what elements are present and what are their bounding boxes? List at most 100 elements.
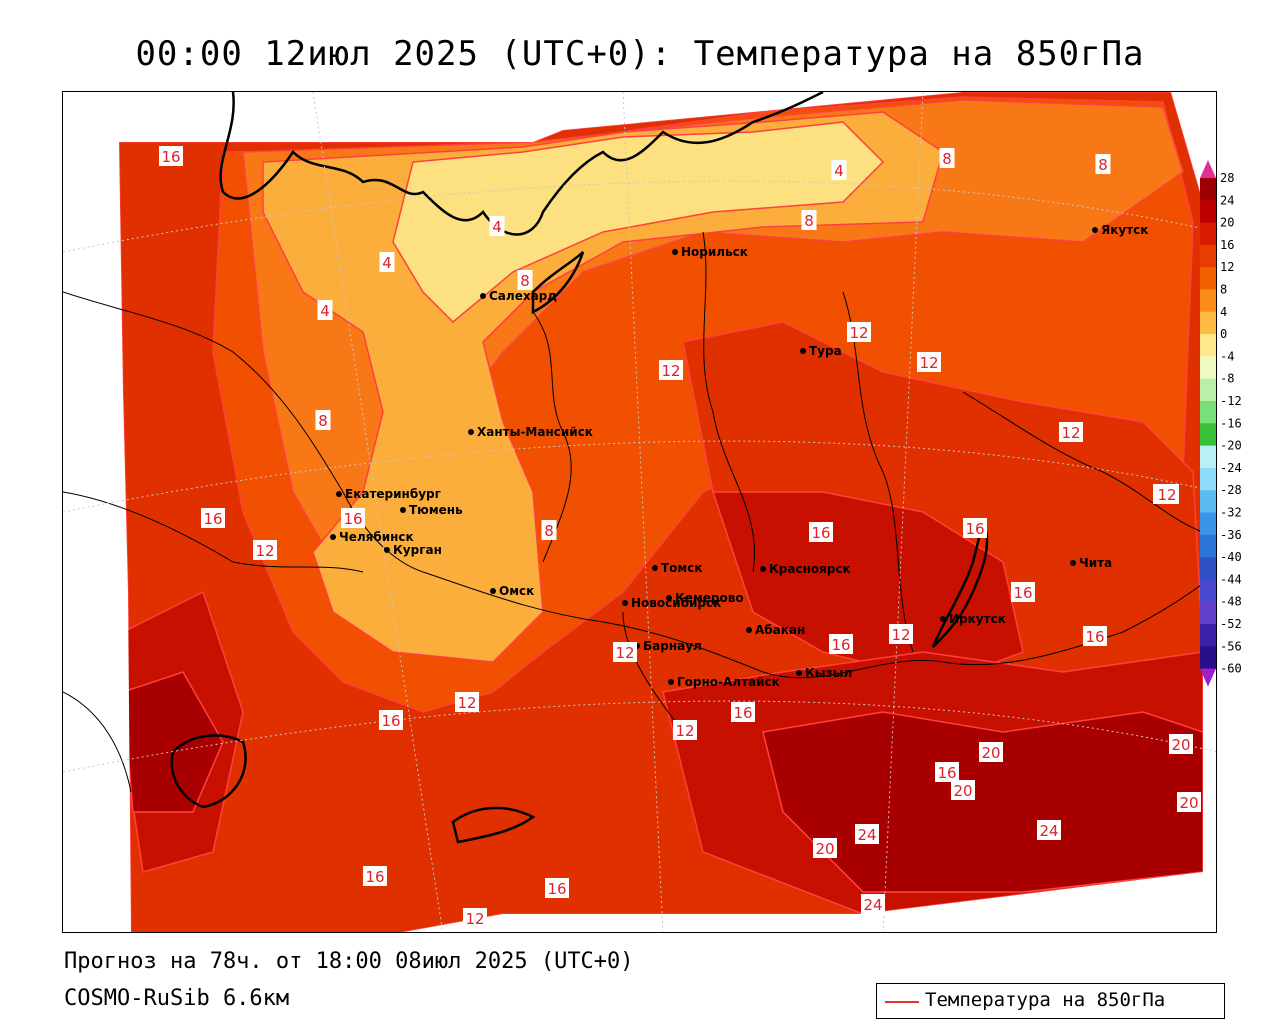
- colorbar-cell: [1200, 334, 1216, 357]
- colorbar-tick-label: -32: [1220, 506, 1242, 520]
- isotherm-label-box: [889, 624, 913, 644]
- isotherm-label-box: [1155, 484, 1179, 504]
- isotherm-label: 4: [834, 162, 844, 180]
- isotherm-label-box: [855, 824, 879, 844]
- city-marker: [1070, 560, 1076, 566]
- city-marker: [1092, 227, 1098, 233]
- isotherm-label-box: [317, 300, 333, 320]
- isotherm-label-box: [613, 642, 637, 662]
- colorbar-tick-label: -24: [1220, 461, 1242, 475]
- isotherm-label-box: [659, 360, 683, 380]
- isotherm-label-box: [253, 540, 277, 560]
- colorbar-cell: [1200, 534, 1216, 558]
- city-label: Красноярск: [769, 562, 851, 576]
- city-marker: [480, 293, 486, 299]
- isotherm-label: 16: [965, 520, 984, 538]
- isotherm-label-box: [951, 780, 975, 800]
- isotherm-label-box: [463, 908, 487, 928]
- isotherm-label: 12: [919, 354, 938, 372]
- colorbar-tick-label: 24: [1220, 193, 1234, 207]
- colorbar-tick-label: -8: [1220, 372, 1234, 386]
- isotherm-label: 16: [343, 510, 362, 528]
- city-label: Кемерово: [675, 591, 744, 605]
- isotherm-label-box: [315, 410, 331, 430]
- colorbar-cell: [1200, 557, 1216, 580]
- isotherm-label-box: [201, 508, 225, 528]
- isotherm-label-box: [829, 634, 853, 654]
- isotherm-label-box: [1037, 820, 1061, 840]
- city-label: Екатеринбург: [345, 487, 441, 501]
- city-marker: [796, 670, 802, 676]
- temperature-map[interactable]: Норильск Якутск Салехард Тура Ханты-Мансийск…: [62, 91, 1217, 933]
- city-marker: [800, 348, 806, 354]
- isotherm-label: 24: [863, 896, 882, 914]
- isotherm-label: 12: [1061, 424, 1080, 442]
- city-marker: [330, 534, 336, 540]
- city-label: Челябинск: [339, 530, 414, 544]
- city-label: Абакан: [755, 623, 805, 637]
- isotherm-label: 8: [520, 272, 530, 290]
- isotherm-label-box: [545, 878, 569, 898]
- city-label: Тюмень: [409, 503, 463, 517]
- isotherm-label: 12: [615, 644, 634, 662]
- temperature-colorbar: 28 24 20 16 12 8 4 0 -4 -8 -12 -16 -20 -24 -28 -32 -36 -4…: [1200, 160, 1242, 687]
- city-label: Ханты-Мансийск: [477, 425, 593, 439]
- model-name: COSMO-RuSib 6.6км: [64, 986, 290, 1011]
- isotherm-label-box: [963, 518, 987, 538]
- city-label: Новосибирск: [631, 596, 721, 610]
- city-label: Омск: [499, 584, 534, 598]
- isotherm-label-box: [731, 702, 755, 722]
- isotherm-label-box: [541, 520, 557, 540]
- isotherm-label-box: [673, 720, 697, 740]
- city-marker: [760, 566, 766, 572]
- colorbar-tick-label: -12: [1220, 394, 1242, 408]
- colorbar-cell: [1200, 222, 1216, 246]
- isotherm-label-box: [813, 838, 837, 858]
- isotherm-label: 12: [849, 324, 868, 342]
- isotherm-label: 16: [1013, 584, 1032, 602]
- cities: Норильск Якутск Салехард Тура Ханты-Мансийск…: [330, 223, 1148, 689]
- isotherm-labels: 16 8 8 4 4 4 4 8 8 12 12 12 12 8 16 12 16 16 16 12 16 16 8 16 12…: [159, 146, 1201, 928]
- isotherm-label-box: [341, 508, 365, 528]
- city-label: Якутск: [1101, 223, 1148, 237]
- isotherm-label: 16: [547, 880, 566, 898]
- colorbar-cell: [1200, 311, 1216, 335]
- isotherm-label-box: [1059, 422, 1083, 442]
- city-label: Томск: [661, 561, 703, 575]
- colorbar-cell: [1200, 490, 1216, 513]
- isotherm-label: 16: [811, 524, 830, 542]
- city-label: Чита: [1079, 556, 1112, 570]
- colorbar-tick-label: 28: [1220, 171, 1234, 185]
- colorbar-tick-label: 0: [1220, 327, 1227, 341]
- isotherm-label: 4: [320, 302, 330, 320]
- isotherm-label: 12: [457, 694, 476, 712]
- colorbar-tick-label: -40: [1220, 550, 1242, 564]
- temperature-zones: [118, 92, 1204, 932]
- colorbar-cell: [1200, 244, 1216, 268]
- isotherm-label-box: [847, 322, 871, 342]
- isotherm-label-box: [809, 522, 833, 542]
- map-legend: Температура на 850гПа: [876, 983, 1225, 1019]
- isotherm-line-sample: [885, 1001, 919, 1003]
- colorbar-cell: [1200, 467, 1216, 491]
- map-title: 00:00 12июл 2025 (UTC+0): Температура на…: [135, 34, 1145, 74]
- colorbar-cell: [1200, 579, 1216, 603]
- colorbar-cell: [1200, 401, 1216, 424]
- isotherm-label: 12: [1157, 486, 1176, 504]
- colorbar-tick-label: -16: [1220, 416, 1242, 430]
- city-marker: [468, 429, 474, 435]
- isotherm-label-box: [1011, 582, 1035, 602]
- isotherm-label: 20: [1179, 794, 1198, 812]
- isotherm-label-box: [1095, 154, 1111, 174]
- isotherm-label: 8: [318, 412, 328, 430]
- colorbar-cell: [1200, 601, 1216, 625]
- colorbar-cell: [1200, 512, 1216, 536]
- isotherm-label: 12: [661, 362, 680, 380]
- colorbar-cell: [1200, 646, 1216, 670]
- colorbar-tick-label: 8: [1220, 283, 1227, 297]
- colorbar-tick-label: 20: [1220, 216, 1234, 230]
- city-label: Барнаул: [643, 639, 702, 653]
- isotherm-label: 12: [891, 626, 910, 644]
- isotherm-label-box: [517, 270, 533, 290]
- city-marker: [940, 616, 946, 622]
